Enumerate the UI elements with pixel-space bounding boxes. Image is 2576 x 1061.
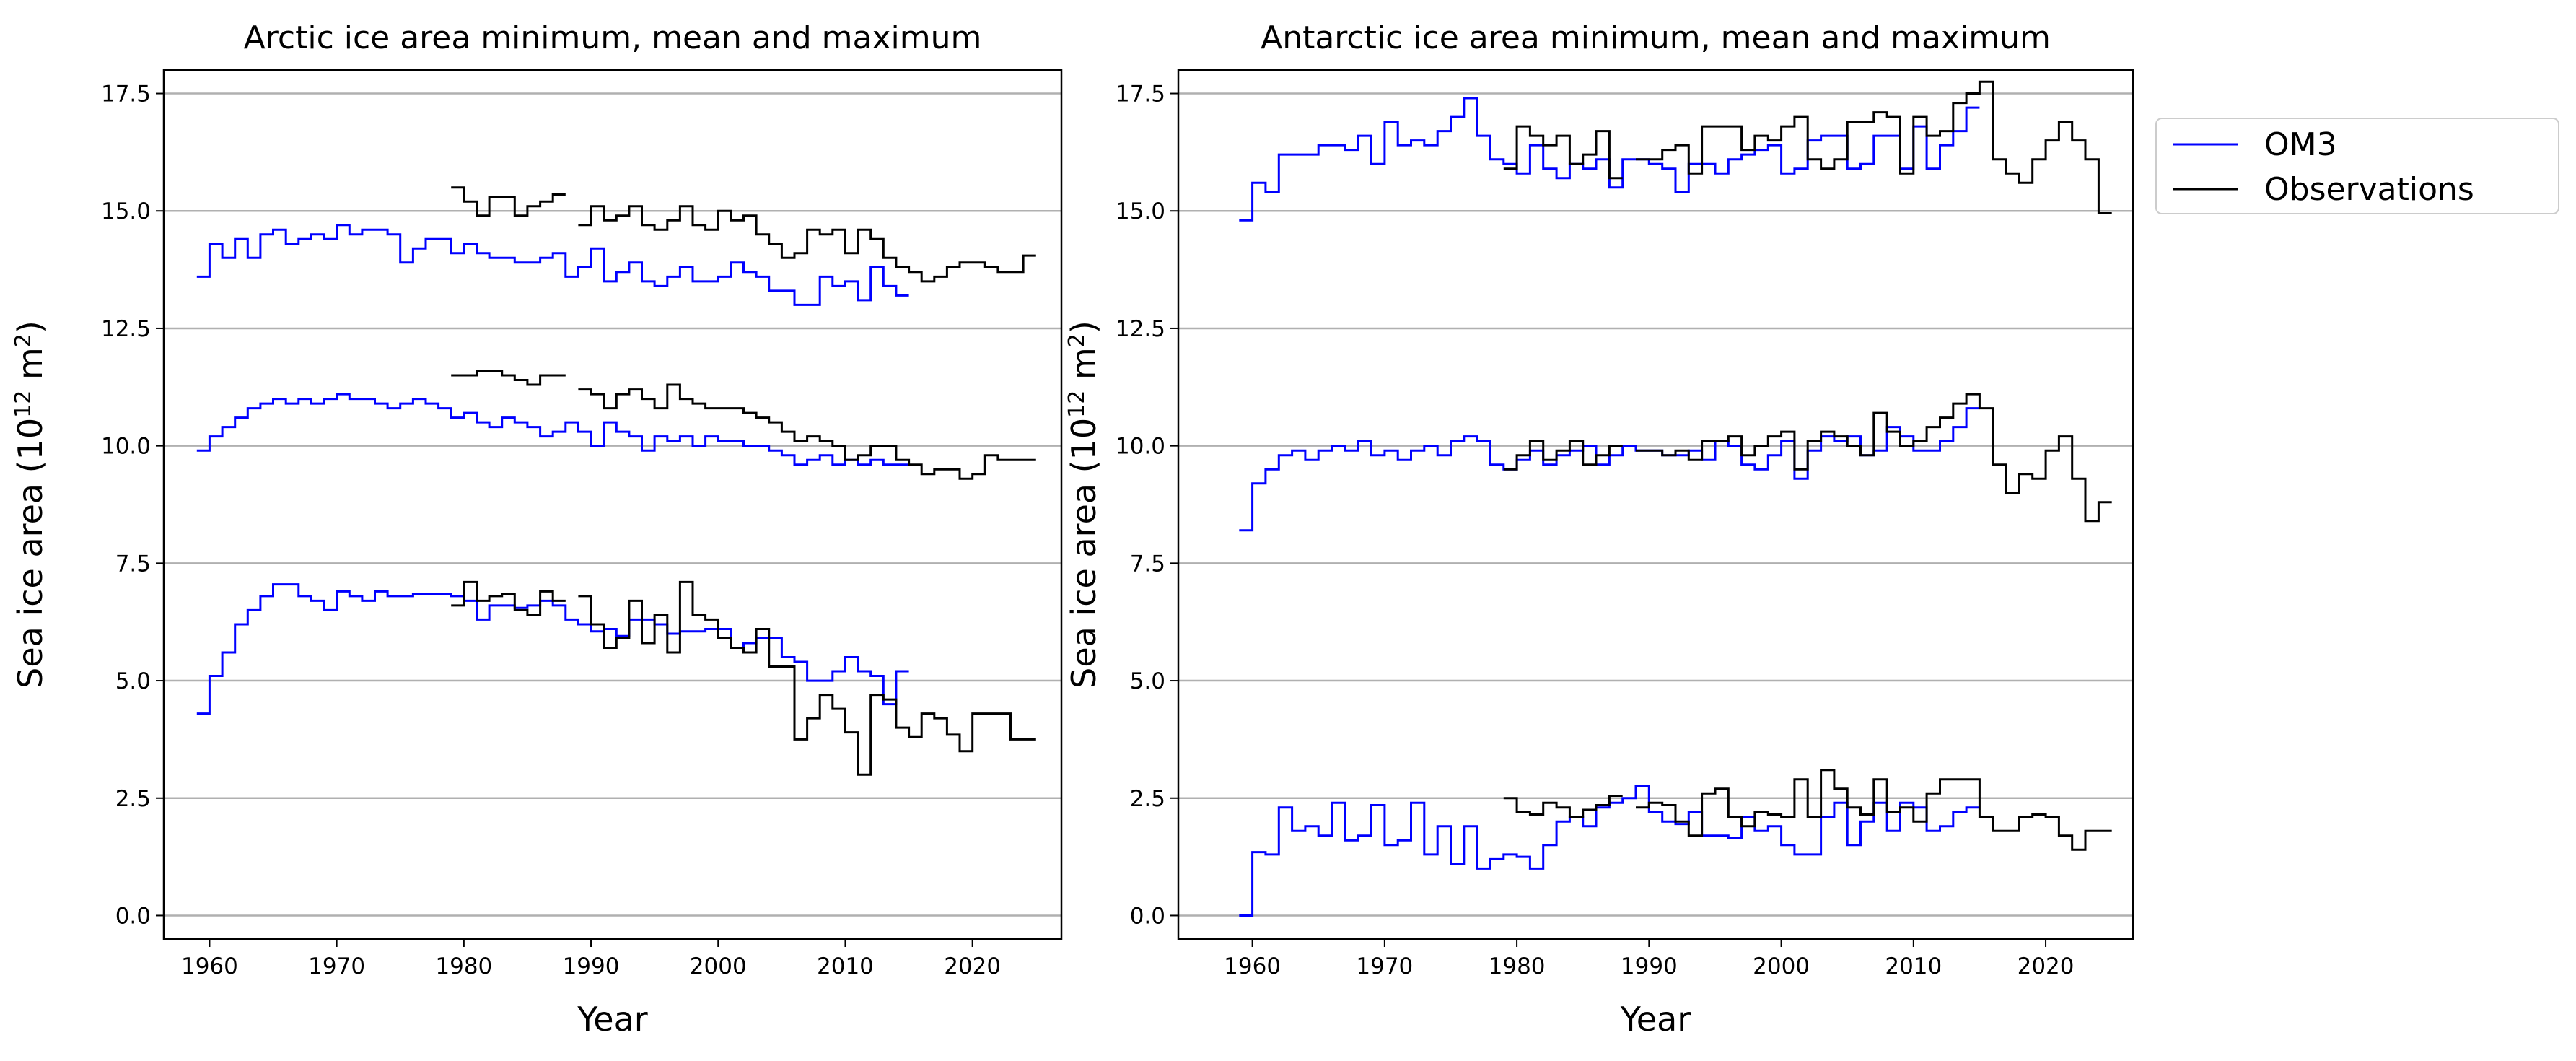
legend: OM3 Observations (2155, 118, 2559, 214)
x-tick-label: 1980 (435, 953, 492, 979)
x-tick-label: 1990 (563, 953, 620, 979)
y-axis-label: Sea ice area (1012 m2) (1064, 320, 1103, 689)
y-tick-label: 0.0 (115, 903, 151, 929)
y-axis-label: Sea ice area (1012 m2) (11, 320, 50, 689)
x-tick-label: 2020 (944, 953, 1001, 979)
x-tick-label: 1990 (1621, 953, 1678, 979)
series-om3-minimum (196, 583, 909, 715)
series-observations-mean (1503, 393, 2112, 523)
y-tick-label: 7.5 (115, 551, 151, 577)
series-observations-maximum (451, 186, 1036, 283)
y-tick-label: 2.5 (1130, 786, 1165, 812)
series-om3-mean (196, 393, 909, 466)
series-observations-mean (451, 370, 1036, 480)
y-tick-label: 10.0 (101, 434, 151, 460)
series-observations-maximum (1503, 80, 2112, 214)
x-tick-label: 1960 (1224, 953, 1281, 979)
legend-label-om3: OM3 (2264, 126, 2337, 163)
chart-title: Antarctic ice area minimum, mean and max… (1261, 19, 2051, 56)
y-tick-label: 0.0 (1130, 903, 1165, 929)
axes-frame (162, 69, 1063, 940)
y-tick-label: 17.5 (1116, 82, 1165, 108)
x-axis-label: Year (577, 1000, 647, 1039)
y-tick-label: 15.0 (101, 198, 151, 224)
x-tick-label: 2020 (2018, 953, 2075, 979)
y-tick-label: 10.0 (1116, 434, 1165, 460)
y-tick-label: 5.0 (115, 668, 151, 694)
series-observations-minimum (451, 580, 1036, 776)
y-tick-label: 12.5 (101, 316, 151, 342)
x-tick-label: 1970 (308, 953, 365, 979)
chart-title: Arctic ice area minimum, mean and maximu… (244, 19, 982, 56)
x-tick-label: 1960 (181, 953, 238, 979)
x-tick-label: 2000 (690, 953, 747, 979)
axes-frame (1177, 69, 2134, 940)
x-tick-label: 1970 (1356, 953, 1413, 979)
antarctic-panel: 0.0 2.5 5.0 7.5 10.0 12.5 15.0 17.5 1960 1970 1980… (1064, 19, 2134, 1039)
x-axis-label: Year (1620, 1000, 1691, 1039)
x-tick-label: 2000 (1753, 953, 1810, 979)
x-tick-label: 2010 (817, 953, 874, 979)
arctic-panel: 0.0 2.5 5.0 7.5 10.0 12.5 15.0 17.5 1960 1970 1980… (11, 19, 1063, 1039)
x-tick-label: 2010 (1885, 953, 1942, 979)
y-tick-label: 15.0 (1116, 198, 1165, 224)
x-tick-label: 1980 (1489, 953, 1546, 979)
y-tick-label: 12.5 (1116, 316, 1165, 342)
y-tick-label: 5.0 (1130, 668, 1165, 694)
series-observations-minimum (1503, 769, 2112, 851)
series-om3-mean (1239, 407, 1980, 532)
series-om3-maximum (196, 224, 909, 306)
y-tick-label: 7.5 (1130, 551, 1165, 577)
y-tick-label: 2.5 (115, 786, 151, 812)
legend-label-observations: Observations (2264, 171, 2474, 208)
series-om3-minimum (1239, 785, 1980, 917)
legend-frame (2155, 118, 2559, 214)
y-tick-label: 17.5 (101, 82, 151, 108)
